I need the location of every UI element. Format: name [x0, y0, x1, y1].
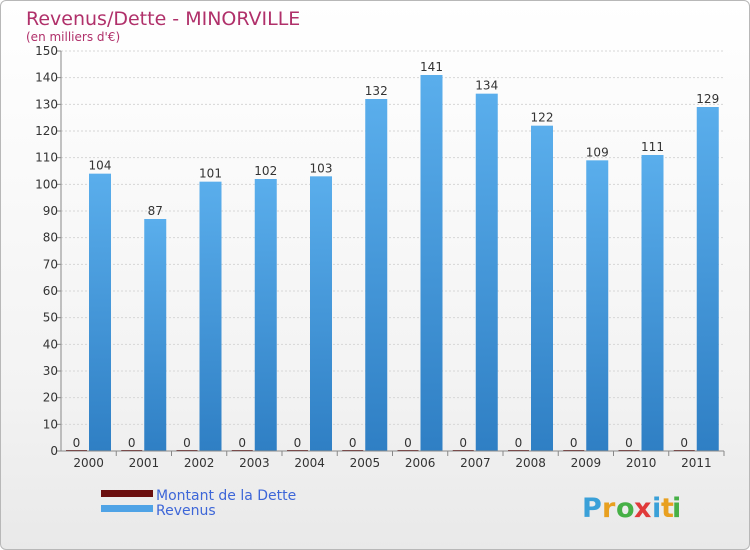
bar-revenus-2003 [254, 179, 277, 451]
y-axis: 0 10 20 30 40 50 60 70 80 90 100 110 120 130 140 150 [35, 44, 62, 458]
bar-revenus-2008 [531, 125, 553, 452]
bar-revenus-2005 [365, 99, 388, 451]
data-label-dette-2002: 0 [183, 436, 191, 450]
bar-revenus-2001 [144, 219, 167, 451]
y-tick-label: 70 [43, 257, 58, 271]
x-tick-label-2007: 2007 [460, 456, 491, 470]
data-label-revenus-2003: 102 [254, 164, 277, 178]
legend-label-revenus: Revenus [156, 503, 216, 519]
data-label-dette-2009: 0 [570, 436, 578, 450]
data-label-dette-2001: 0 [128, 436, 136, 450]
y-tick-label: 40 [43, 337, 58, 351]
bar-revenus-2010 [641, 155, 664, 451]
logo-letter: r [602, 493, 616, 524]
bar-revenus-2002 [199, 181, 222, 451]
data-label-dette-2008: 0 [515, 436, 523, 450]
data-label-revenus-2001: 87 [148, 204, 163, 218]
chart-title: Revenus/Dette - MINORVILLE [26, 8, 300, 30]
bar-revenus-2007 [475, 93, 498, 452]
data-label-revenus-2007: 134 [475, 79, 498, 93]
y-tick-label: 80 [43, 231, 58, 245]
x-tick-label-2006: 2006 [405, 456, 436, 470]
x-tick-label-2011: 2011 [681, 456, 712, 470]
y-tick-label: 90 [43, 204, 58, 218]
x-tick-label-2004: 2004 [294, 456, 325, 470]
x-tick-label-2003: 2003 [239, 456, 270, 470]
x-tick-label-2010: 2010 [626, 456, 657, 470]
data-label-revenus-2009: 109 [586, 145, 609, 159]
data-label-dette-2006: 0 [404, 436, 412, 450]
y-tick-label: 140 [35, 71, 58, 85]
x-tick-label-2000: 2000 [73, 456, 104, 470]
data-label-revenus-2011: 129 [696, 92, 719, 106]
y-tick-label: 130 [35, 97, 58, 111]
data-label-revenus-2008: 122 [531, 111, 554, 125]
y-tick-label: 10 [43, 417, 58, 431]
data-label-dette-2005: 0 [349, 436, 357, 450]
data-label-revenus-2010: 111 [641, 140, 664, 154]
bar-revenus-2004 [310, 176, 332, 452]
data-label-dette-2007: 0 [459, 436, 467, 450]
legend-swatch-dette [101, 490, 153, 497]
logo-letter: t [661, 493, 674, 524]
logo-letter: P [582, 493, 602, 524]
logo-letter: o [616, 493, 635, 524]
y-tick-label: 60 [43, 284, 58, 298]
y-tick-label: 50 [43, 311, 58, 325]
data-label-revenus-2000: 104 [89, 159, 112, 173]
data-label-dette-2003: 0 [238, 436, 246, 450]
x-tick-label-2009: 2009 [571, 456, 602, 470]
data-label-dette-2004: 0 [294, 436, 302, 450]
legend-swatch-revenus [101, 505, 153, 512]
y-tick-label: 150 [35, 44, 58, 58]
y-tick-label: 30 [43, 364, 58, 378]
y-tick-label: 0 [50, 444, 58, 458]
bar-revenus-2000 [89, 173, 111, 451]
y-tick-label: 120 [35, 124, 58, 138]
x-tick-label-2008: 2008 [515, 456, 546, 470]
chart-subtitle: (en milliers d'€) [26, 30, 120, 44]
y-tick-label: 110 [35, 151, 58, 165]
bar-revenus-2009 [586, 160, 609, 452]
x-tick-label-2001: 2001 [129, 456, 160, 470]
data-label-revenus-2004: 103 [310, 161, 333, 175]
logo-letter: i [672, 493, 681, 524]
grid-lines [61, 50, 724, 452]
legend-label-dette: Montant de la Dette [156, 488, 296, 504]
logo-letter: i [652, 493, 661, 524]
data-label-dette-2000: 0 [73, 436, 81, 450]
data-label-dette-2011: 0 [680, 436, 688, 450]
logo-letter: x [634, 493, 651, 524]
x-axis: 2000 2001 2002 2003 2004 2005 2006 2007 2008 2009… [61, 450, 725, 470]
bars: 0 104 0 87 0 101 0 102 0 103 0 132 0 141 0 134 0 122 0 109 0… [66, 60, 719, 452]
bar-revenus-2006 [420, 75, 443, 451]
data-label-revenus-2006: 141 [420, 60, 443, 74]
y-tick-label: 100 [35, 177, 58, 191]
data-label-dette-2010: 0 [625, 436, 633, 450]
y-tick-label: 20 [43, 391, 58, 405]
bar-revenus-2011 [696, 107, 719, 451]
data-label-revenus-2005: 132 [365, 84, 388, 98]
x-tick-label-2005: 2005 [350, 456, 381, 470]
x-tick-label-2002: 2002 [184, 456, 215, 470]
data-label-revenus-2002: 101 [199, 167, 222, 181]
legend: Montant de la Dette Revenus [101, 488, 296, 519]
